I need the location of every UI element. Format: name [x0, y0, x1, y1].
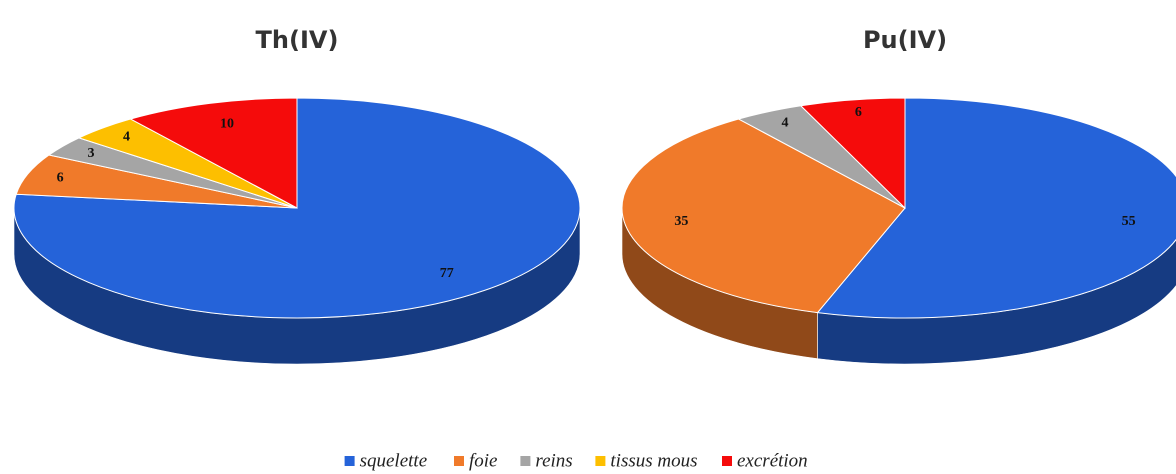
data-label: 35 [674, 214, 688, 229]
pie-slice [799, 97, 906, 210]
pie-slice [129, 97, 298, 209]
legend-label: reins [535, 450, 572, 471]
legend-swatch [595, 456, 606, 466]
chart-title: Pu(IV) [863, 26, 947, 54]
legend-swatch [520, 456, 531, 466]
legend-label: foie [469, 450, 498, 471]
legend-label: tissus mous [610, 450, 697, 471]
legend-swatch [722, 456, 732, 466]
pie-slice [816, 97, 1176, 319]
pie-slice [621, 118, 906, 314]
data-label: 55 [1122, 214, 1136, 229]
data-label: 10 [220, 117, 234, 132]
chart-title: Th(IV) [256, 26, 339, 54]
data-label: 6 [855, 105, 862, 120]
legend-label: excrétion [737, 450, 808, 471]
legend-swatch [344, 456, 355, 466]
data-label: 77 [440, 266, 454, 281]
data-label: 6 [57, 170, 64, 185]
data-label: 4 [782, 115, 789, 130]
legend-label: squelette [360, 450, 428, 471]
data-label: 3 [88, 146, 95, 161]
data-label: 4 [123, 130, 130, 145]
legend-swatch [454, 456, 464, 466]
